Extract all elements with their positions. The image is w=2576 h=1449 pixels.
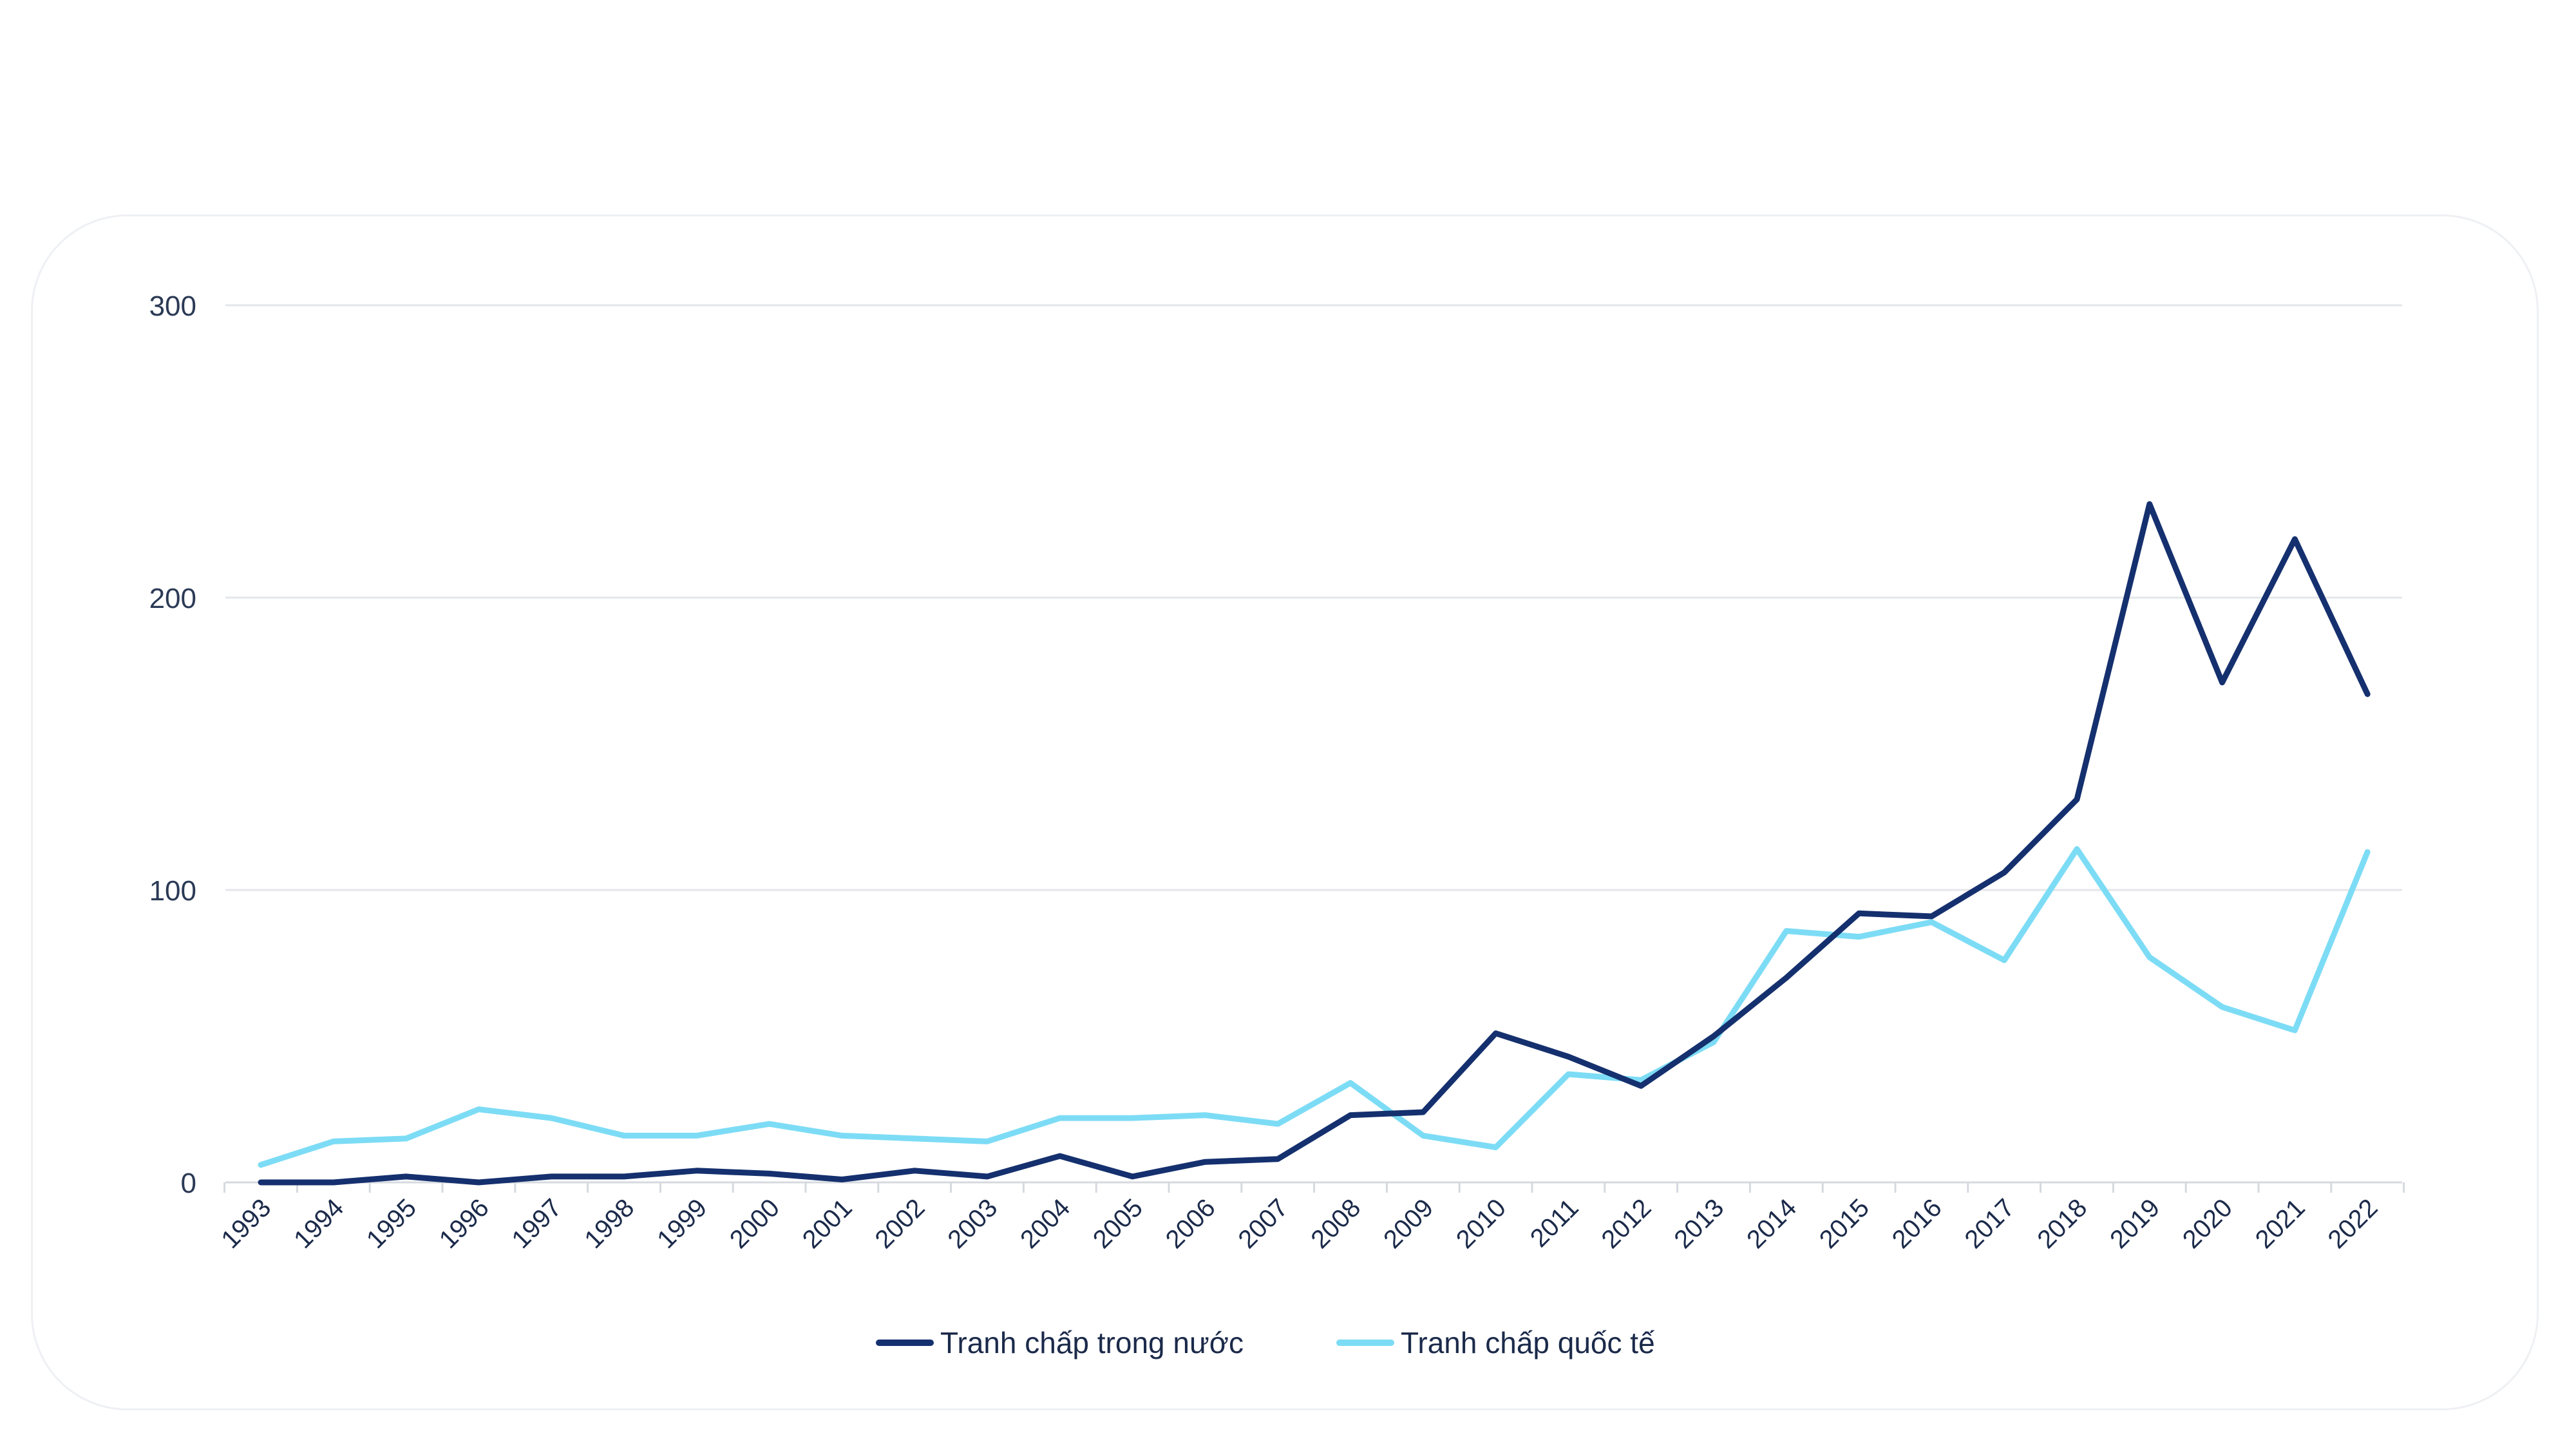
x-tick-label: 2021 (2250, 1193, 2311, 1254)
y-tick-label: 300 (149, 290, 196, 322)
series-lines (258, 501, 2371, 1186)
x-tick-label: 2004 (1015, 1193, 1075, 1254)
x-tick-label: 2013 (1669, 1193, 1729, 1254)
x-tick-label: 2011 (1525, 1193, 1584, 1253)
x-tick-label: 1995 (361, 1193, 422, 1254)
x-tick-label: 1994 (289, 1193, 349, 1254)
x-tick-label: 1996 (434, 1193, 495, 1254)
x-tick-label: 2002 (870, 1193, 931, 1254)
x-tick-label: 2009 (1378, 1193, 1439, 1254)
y-tick-label: 100 (149, 875, 196, 907)
x-tick-label: 2020 (2177, 1193, 2238, 1254)
x-tick-label: 1997 (507, 1193, 567, 1254)
x-tick-label: 2017 (1960, 1193, 2020, 1254)
series-line-1 (258, 846, 2371, 1168)
x-tick-label: 1999 (652, 1193, 712, 1254)
x-axis: 1993 1994 1995 1996 1997 1998 1999 2000 2001 2002… (216, 1181, 2405, 1254)
series-line-0 (258, 501, 2371, 1186)
x-tick-label: 2015 (1814, 1193, 1875, 1254)
x-tick-label: 2010 (1451, 1193, 1511, 1254)
legend-label-1: Tranh chấp quốc tế (1401, 1326, 1655, 1359)
legend-label-0: Tranh chấp trong nước (940, 1326, 1244, 1359)
chart-card (31, 214, 2539, 1410)
legend: Tranh chấp trong nước Tranh chấp quốc tế (876, 1326, 1655, 1359)
y-axis-ticks: 0 100 200 300 (149, 290, 196, 1199)
x-tick-label: 2012 (1596, 1193, 1657, 1254)
x-tick-label: 2014 (1741, 1193, 1802, 1254)
x-tick-label: 2000 (724, 1193, 785, 1254)
x-tick-label: 2018 (2032, 1193, 2092, 1254)
x-tick-label: 1998 (579, 1193, 639, 1254)
y-tick-label: 0 (181, 1168, 196, 1199)
gridlines (225, 304, 2402, 891)
x-tick-label: 2022 (2323, 1193, 2383, 1254)
x-tick-label: 2007 (1233, 1193, 1294, 1254)
x-tick-label: 2008 (1305, 1193, 1366, 1254)
x-tick-label: 2003 (942, 1193, 1003, 1254)
x-tick-label: 2006 (1160, 1193, 1221, 1254)
x-tick-label: 1993 (216, 1193, 276, 1254)
x-tick-label: 2019 (2105, 1193, 2165, 1254)
x-tick-label: 2016 (1887, 1193, 1947, 1254)
y-tick-label: 200 (149, 583, 196, 614)
x-tick-label: 2001 (797, 1193, 858, 1254)
x-tick-label: 2005 (1088, 1193, 1148, 1254)
